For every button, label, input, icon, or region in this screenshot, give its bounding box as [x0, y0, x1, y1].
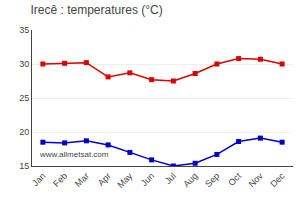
svg-text:Dec: Dec	[268, 170, 287, 189]
svg-text:20: 20	[19, 127, 29, 137]
svg-text:Oct: Oct	[226, 170, 243, 187]
svg-text:Jul: Jul	[163, 171, 178, 186]
svg-text:Sep: Sep	[203, 171, 221, 189]
svg-text:Apr: Apr	[96, 171, 113, 188]
svg-text:Mar: Mar	[73, 171, 91, 189]
svg-text:Jun: Jun	[139, 171, 156, 188]
svg-text:35: 35	[19, 25, 29, 35]
svg-text:30: 30	[19, 59, 29, 69]
svg-text:Irecê : temperatures (°C): Irecê : temperatures (°C)	[31, 3, 163, 17]
svg-text:Aug: Aug	[181, 171, 199, 189]
svg-text:25: 25	[19, 93, 29, 103]
svg-text:Feb: Feb	[51, 171, 69, 189]
svg-text:May: May	[115, 170, 134, 189]
svg-text:www.allmetsat.com: www.allmetsat.com	[39, 150, 109, 159]
svg-text:Jan: Jan	[30, 171, 47, 188]
svg-text:15: 15	[19, 161, 29, 171]
svg-text:Nov: Nov	[247, 170, 266, 189]
